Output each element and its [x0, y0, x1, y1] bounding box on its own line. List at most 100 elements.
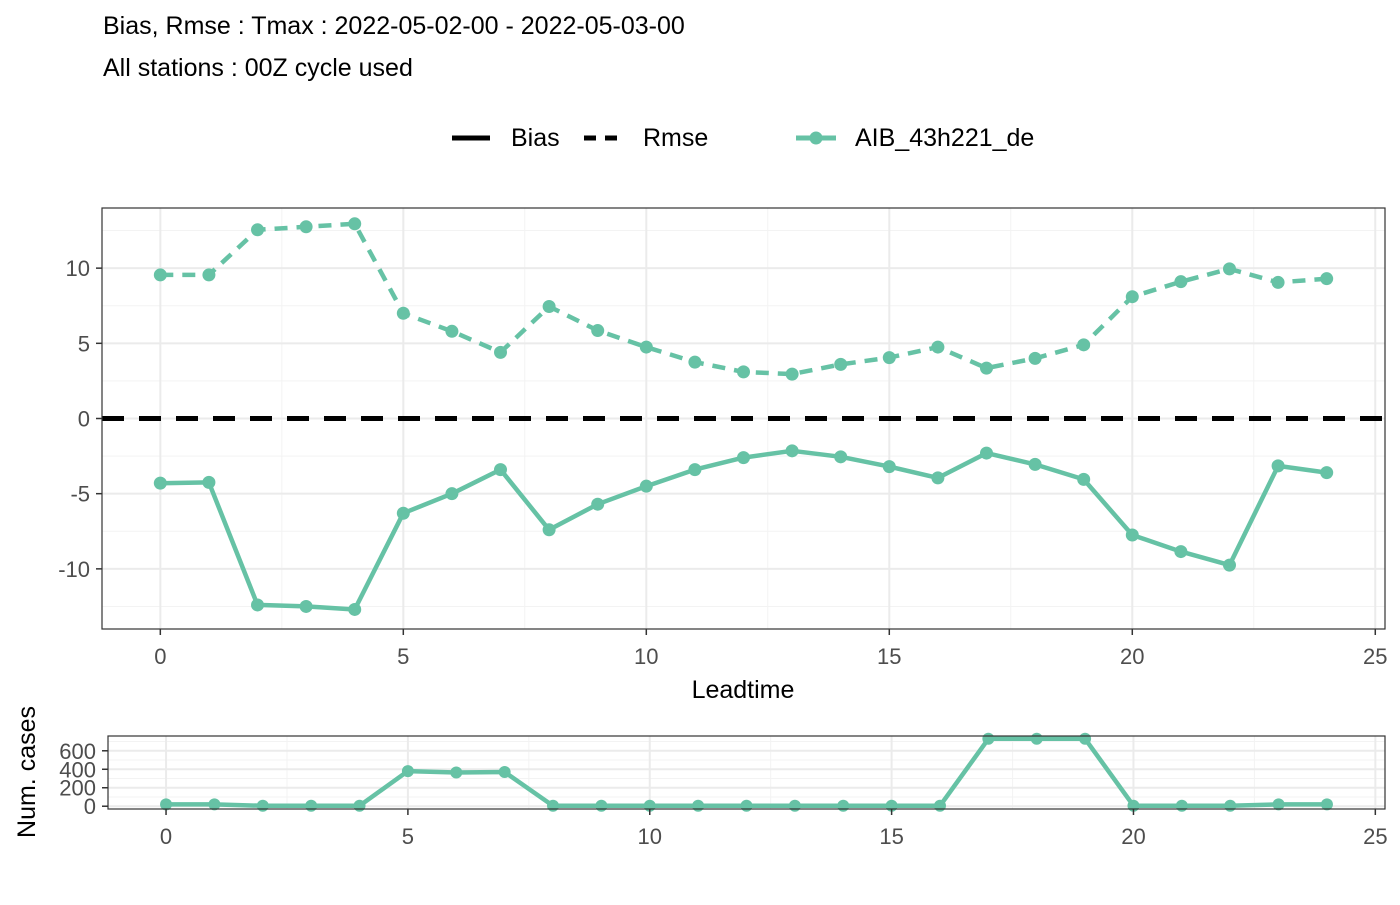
data-point-bias: [785, 444, 799, 458]
main-y-tick-label: 5: [78, 331, 90, 356]
main-y-tick-label: 0: [78, 407, 90, 432]
cases-data-point: [1175, 799, 1188, 812]
data-point-rmse: [979, 361, 993, 375]
data-point-bias: [882, 460, 896, 474]
cases-data-point: [305, 799, 318, 812]
data-point-bias: [251, 598, 265, 612]
data-point-rmse: [1174, 275, 1188, 289]
data-point-bias: [591, 497, 605, 511]
legend-bias-label: Bias: [511, 124, 560, 152]
data-point-rmse: [882, 351, 896, 365]
data-point-bias: [348, 602, 362, 616]
data-point-rmse: [445, 324, 459, 338]
cases-x-tick-label: 5: [402, 824, 414, 849]
data-point-bias: [737, 451, 750, 465]
cases-data-point: [547, 799, 560, 812]
main-x-axis-title: Leadtime: [692, 676, 795, 704]
data-point-rmse: [299, 220, 313, 234]
cases-data-point: [1030, 732, 1043, 745]
data-point-bias: [299, 599, 313, 613]
data-point-rmse: [348, 217, 362, 231]
data-point-rmse: [1320, 272, 1334, 286]
cases-y-tick-label: 400: [59, 757, 96, 782]
data-point-rmse: [785, 367, 799, 381]
data-point-rmse: [153, 268, 167, 282]
data-point-bias: [1222, 558, 1236, 572]
cases-series-line: [166, 736, 1327, 809]
cases-panel-grid: [108, 736, 1385, 809]
data-point-bias: [1077, 472, 1091, 486]
main-y-tick-label: -5: [70, 482, 90, 507]
main-y-tick-label: -10: [58, 557, 90, 582]
cases-data-point: [256, 799, 269, 812]
cases-data-point: [740, 799, 753, 812]
cases-x-tick-label: 15: [879, 824, 903, 849]
cases-data-point: [837, 799, 850, 812]
cases-data-point: [160, 798, 173, 811]
data-point-bias: [1320, 466, 1334, 480]
data-point-rmse: [251, 223, 265, 237]
cases-x-tick-label: 20: [1121, 824, 1145, 849]
data-point-bias: [688, 463, 702, 477]
main-x-tick-label: 10: [634, 644, 658, 669]
data-point-rmse: [737, 365, 750, 379]
cases-data-point: [353, 799, 366, 812]
data-point-bias: [639, 479, 653, 493]
cases-data-point: [208, 798, 221, 811]
cases-data-point: [1272, 798, 1285, 811]
cases-data-point: [450, 766, 463, 779]
cases-data-point: [595, 799, 608, 812]
cases-y-tick-label: 200: [59, 776, 96, 801]
data-point-bias: [1028, 457, 1042, 471]
series-line-rmse: [160, 221, 1327, 377]
cases-y-tick-label: 0: [84, 794, 96, 819]
series-line-bias: [160, 448, 1328, 612]
main-x-tick-label: 5: [397, 644, 409, 669]
cases-x-tick-label: 0: [160, 824, 172, 849]
cases-data-point: [401, 765, 414, 778]
chart-title: Bias, Rmse : Tmax : 2022-05-02-00 - 2022…: [103, 12, 685, 40]
data-point-bias: [494, 463, 508, 477]
main-x-tick-label: 20: [1120, 644, 1144, 669]
cases-data-point: [788, 799, 801, 812]
main-y-tick-label: 10: [66, 256, 90, 281]
legend-model-key-point: [809, 131, 823, 145]
cases-data-point: [1079, 732, 1092, 745]
data-point-bias: [1174, 545, 1188, 559]
data-point-rmse: [1028, 351, 1042, 365]
data-point-rmse: [202, 268, 216, 282]
chart-subtitle: All stations : 00Z cycle used: [103, 54, 413, 82]
data-point-rmse: [1125, 290, 1139, 304]
data-point-bias: [1125, 528, 1139, 542]
data-point-bias: [1271, 459, 1285, 473]
data-point-rmse: [1077, 338, 1091, 352]
data-point-rmse: [396, 306, 410, 320]
cases-panel-series: [160, 732, 1333, 812]
legend-model-label: AIB_43h221_de: [855, 124, 1034, 152]
data-point-rmse: [931, 340, 945, 354]
cases-data-point: [1224, 799, 1237, 812]
cases-y-tick-label: 600: [59, 739, 96, 764]
legend-rmse-label: Rmse: [643, 124, 708, 152]
data-point-rmse: [639, 340, 653, 354]
data-point-bias: [396, 506, 410, 520]
cases-data-point: [933, 799, 946, 812]
cases-panel-border: [107, 735, 1386, 810]
data-point-bias: [153, 476, 167, 490]
main-x-tick-label: 15: [877, 644, 901, 669]
data-point-bias: [542, 523, 556, 537]
data-point-bias: [931, 471, 945, 485]
cases-data-point: [982, 732, 995, 745]
cases-x-tick-label: 25: [1363, 824, 1387, 849]
data-point-rmse: [688, 355, 702, 369]
data-point-bias: [834, 450, 848, 464]
main-x-tick-label: 0: [154, 644, 166, 669]
data-point-rmse: [591, 324, 605, 338]
cases-data-point: [692, 799, 705, 812]
cases-data-point: [1320, 798, 1333, 811]
data-point-rmse: [1222, 262, 1236, 276]
legend: Bias Rmse AIB_43h221_de: [452, 124, 1034, 152]
main-panel-axes: 0 5 10 15 20 25 -10 -5 0 5 10: [58, 256, 1387, 669]
